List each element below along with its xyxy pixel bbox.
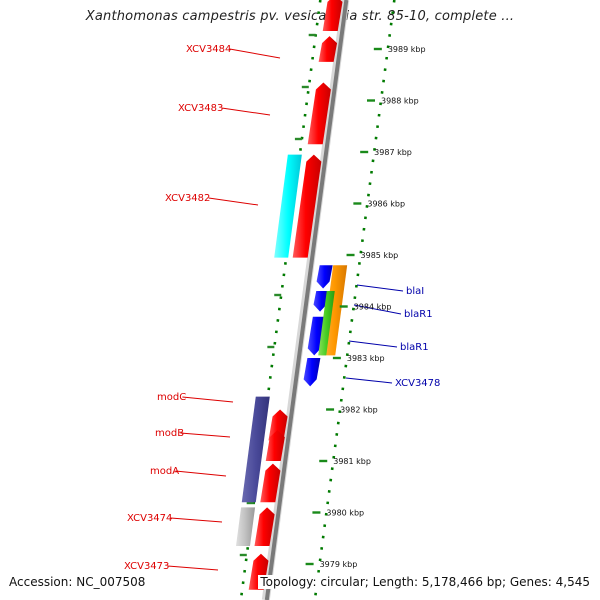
label-modb: modB [155, 428, 184, 439]
label-modc: modC [157, 392, 186, 403]
xcv3484-feature[interactable] [318, 36, 338, 62]
leader-line [170, 517, 223, 523]
purple-feature[interactable] [241, 396, 270, 503]
position-ticks: 3989 kbp 3988 kbp 3987 kbp 3986 kbp 3985 kbp… [305, 45, 426, 569]
leader-line [345, 377, 393, 384]
label-xcv3478: XCV3478 [395, 378, 440, 389]
leader-line [221, 107, 271, 116]
kbp-tick-label: 3988 kbp [381, 97, 419, 106]
map-title: Xanthomonas campestris pv. vesicatoria s… [85, 9, 515, 24]
kbp-tick-label: 3982 kbp [340, 406, 378, 415]
moda-feature[interactable] [260, 463, 281, 503]
kbp-tick-label: 3981 kbp [333, 457, 371, 466]
xcv3483-feature[interactable] [307, 82, 331, 145]
label-xcv3473: XCV3473 [124, 561, 169, 572]
accession-text: Accession: NC_007508 [9, 575, 146, 589]
leader-line [208, 197, 259, 206]
feature-labels: XCV3484 XCV3483 XCV3482 blaI blaR1 blaR1 XCV34… [124, 44, 440, 572]
feature-layer [235, 0, 348, 590]
blar1-feature[interactable] [313, 291, 330, 312]
label-blar1: blaR1 [400, 342, 429, 353]
label-blar1: blaR1 [404, 309, 433, 320]
leader-line [175, 470, 227, 477]
leader-line [167, 565, 219, 571]
red-feature[interactable] [322, 0, 343, 31]
kbp-tick-label: 3979 kbp [320, 560, 358, 569]
xcv3478-feature[interactable] [303, 358, 321, 387]
modb-feature[interactable] [265, 430, 285, 461]
backbone-line [264, 0, 349, 600]
label-leaders [167, 48, 404, 571]
label-xcv3482: XCV3482 [165, 193, 210, 204]
kbp-tick-label: 3986 kbp [367, 200, 405, 209]
leader-line [180, 432, 231, 438]
label-xcv3484: XCV3484 [186, 44, 231, 55]
label-xcv3474: XCV3474 [127, 513, 172, 524]
kbp-tick-label: 3983 kbp [347, 354, 385, 363]
kbp-tick-label: 3987 kbp [374, 148, 412, 157]
kbp-tick-label: 3980 kbp [326, 509, 364, 518]
xcv3482-feature[interactable] [292, 154, 322, 258]
kbp-tick-label: 3984 kbp [354, 303, 392, 312]
modc-feature[interactable] [268, 409, 288, 441]
blar1-feature[interactable] [307, 316, 326, 356]
gray-feature[interactable] [235, 507, 256, 546]
green-feature[interactable] [318, 291, 335, 356]
label-moda: modA [150, 466, 179, 477]
leader-line [182, 396, 234, 403]
kbp-tick-label: 3985 kbp [361, 251, 399, 260]
topology-text: Topology: circular; Length: 5,178,466 bp… [258, 575, 590, 589]
blai-feature[interactable] [316, 265, 333, 289]
backbone-axis [261, 0, 350, 600]
label-xcv3483: XCV3483 [178, 103, 223, 114]
cyan-feature[interactable] [274, 154, 302, 258]
leader-line [348, 340, 398, 348]
leader-line [353, 304, 402, 315]
label-blai: blaI [406, 286, 424, 297]
leader-line [229, 48, 281, 59]
xcv3474-feature[interactable] [254, 507, 275, 546]
leader-line [356, 284, 404, 292]
kbp-tick-label: 3989 kbp [388, 45, 426, 54]
